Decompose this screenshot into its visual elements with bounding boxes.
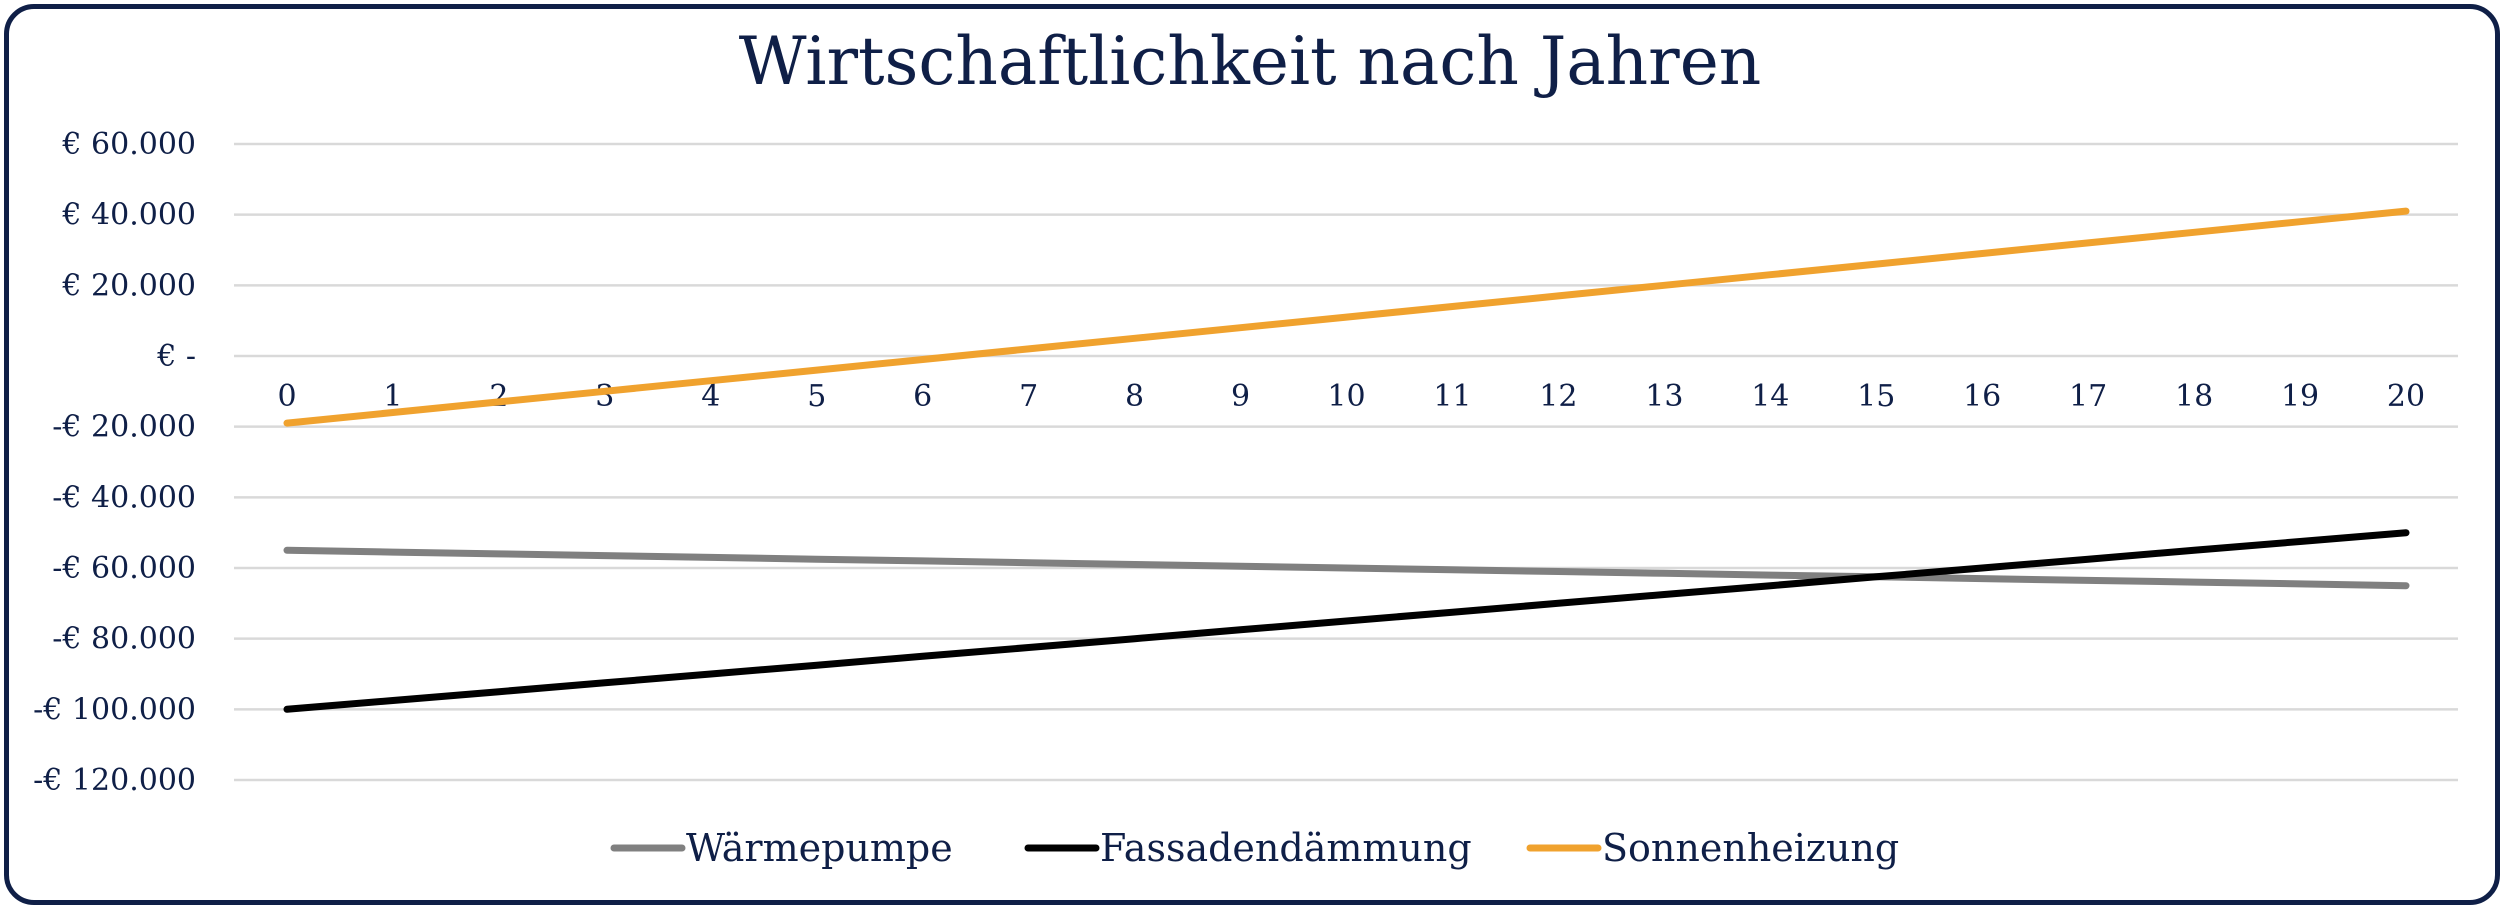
- x-tick-label: 17: [2069, 379, 2107, 414]
- y-tick-label: -€ 40.000: [52, 480, 196, 515]
- series-lines: [283, 207, 2410, 713]
- x-tick-label: 12: [1539, 379, 1577, 414]
- x-tick-label: 11: [1433, 379, 1471, 414]
- series-line: [283, 546, 2410, 590]
- gridlines: [234, 142, 2458, 782]
- x-tick-label: 10: [1327, 379, 1365, 414]
- y-tick-label: -€ 60.000: [52, 551, 196, 586]
- chart-frame: [4, 4, 2500, 905]
- x-tick-label: 15: [1857, 379, 1895, 414]
- chart-title: Wirtschaftlichkeit nach Jahren: [739, 23, 1762, 100]
- y-tick-label: -€ 80.000: [52, 622, 196, 657]
- legend-label: Wärmepumpe: [686, 826, 953, 870]
- x-tick-label: 3: [595, 379, 614, 414]
- x-tick-label: 16: [1963, 379, 2001, 414]
- x-tick-label: 5: [807, 379, 826, 414]
- legend-label: Fassadendämmung: [1100, 826, 1472, 870]
- series-line: [283, 529, 2410, 713]
- legend: Wärmepumpe Fassadendämmung Sonnenheizung: [610, 826, 1899, 870]
- x-tick-label: 14: [1751, 379, 1789, 414]
- y-tick-label: -€ 120.000: [33, 763, 196, 798]
- x-axis-tick-labels: 0 1 2 3 4 5 6 7 8 9 10 11 12 13 14 15 16 17 18 19 20: [277, 379, 2425, 414]
- y-tick-label: € 20.000: [61, 268, 196, 303]
- legend-label: Sonnenheizung: [1602, 826, 1899, 870]
- series-line: [283, 207, 2410, 427]
- x-tick-label: 9: [1231, 379, 1250, 414]
- x-tick-label: 7: [1019, 379, 1038, 414]
- x-tick-label: 2: [489, 379, 508, 414]
- x-tick-label: 6: [913, 379, 932, 414]
- x-tick-label: 0: [277, 379, 296, 414]
- y-tick-label: € -: [156, 339, 196, 374]
- x-tick-label: 13: [1645, 379, 1683, 414]
- y-tick-label: € 40.000: [61, 198, 196, 233]
- x-tick-label: 19: [2281, 379, 2319, 414]
- y-tick-label: -€ 20.000: [52, 410, 196, 445]
- y-tick-label: € 60.000: [61, 127, 196, 162]
- y-axis-tick-labels: € 60.000 € 40.000 € 20.000 € - -€ 20.000 -€ 4…: [33, 127, 196, 798]
- x-tick-label: 8: [1125, 379, 1144, 414]
- x-tick-label: 1: [383, 379, 402, 414]
- y-tick-label: -€ 100.000: [33, 692, 196, 727]
- x-tick-label: 18: [2175, 379, 2213, 414]
- x-tick-label: 4: [701, 379, 720, 414]
- x-tick-label: 20: [2387, 379, 2425, 414]
